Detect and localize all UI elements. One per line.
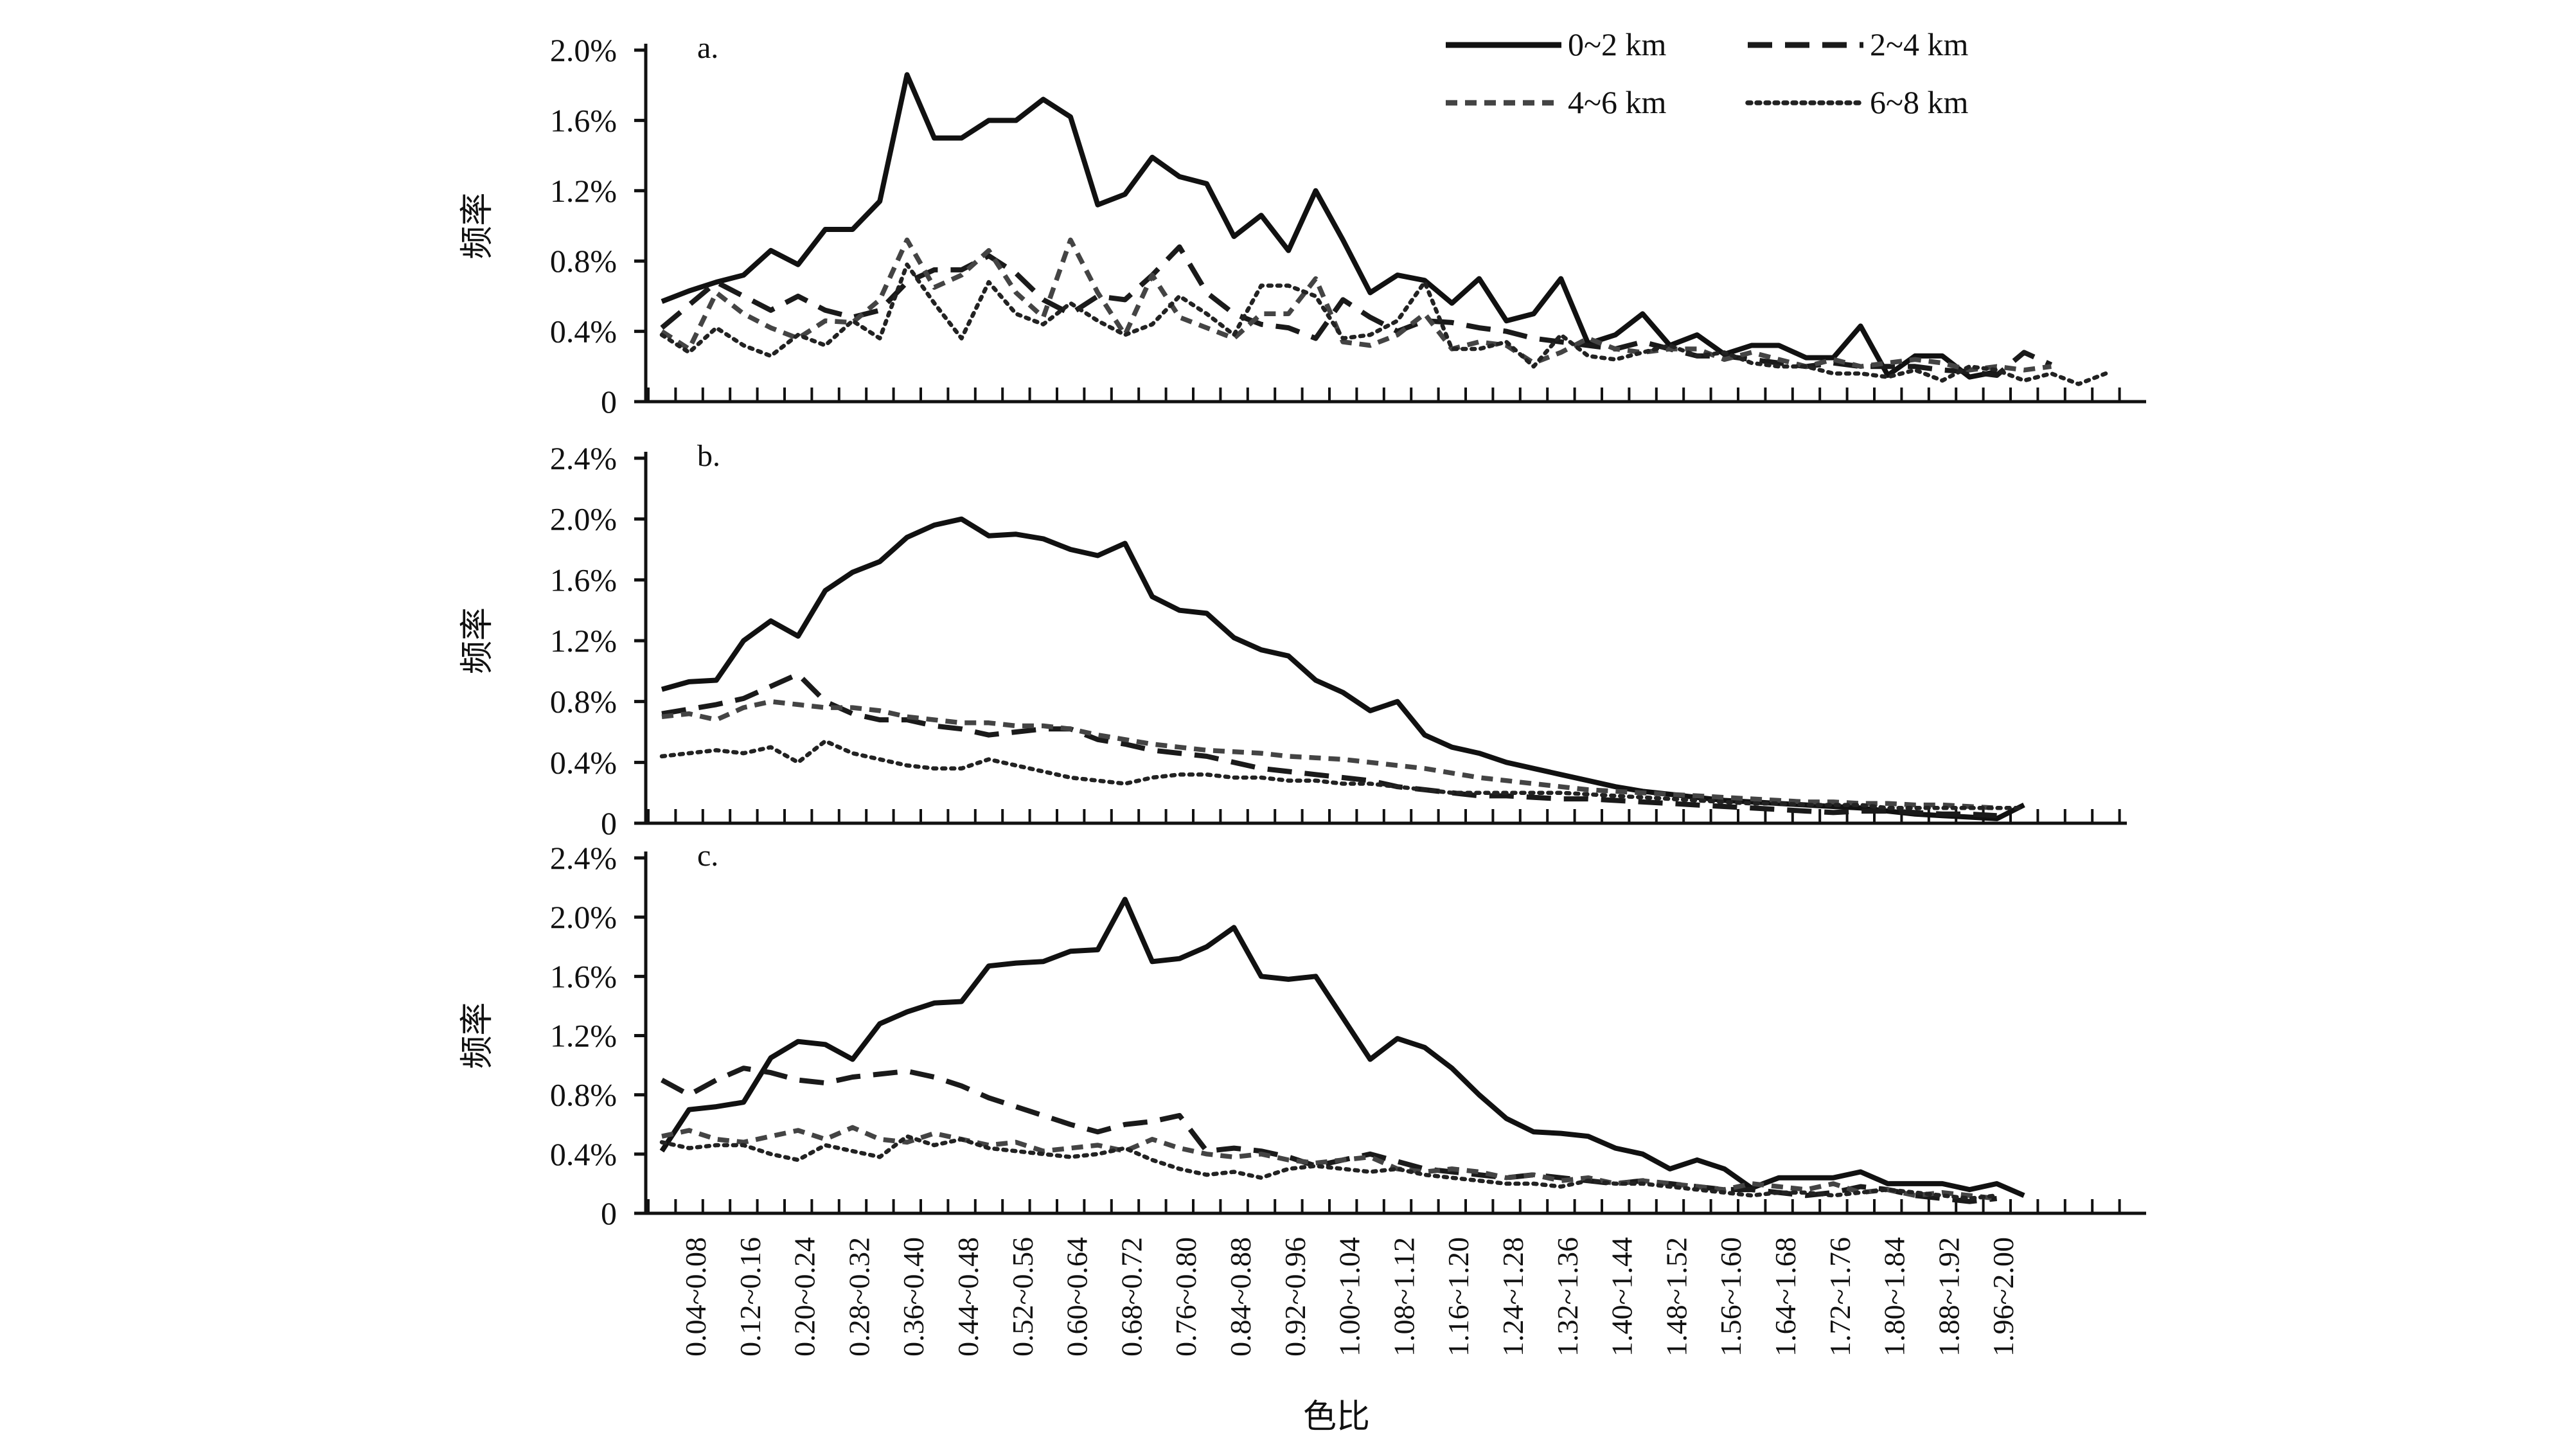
legend: 0~2 km 2~4 km 4~6 km 6~8 km <box>1446 26 1969 120</box>
x-category-label: 1.48~1.52 <box>1660 1237 1692 1357</box>
legend-label: 0~2 km <box>1568 26 1667 62</box>
series-0-2km-line <box>661 516 2025 821</box>
panel-c: 0 0.4% 0.8% 1.2% 1.6% 2.0% 2.4% 频率 c. <box>458 839 2146 1231</box>
x-category-label: 1.24~1.28 <box>1497 1237 1529 1357</box>
legend-label: 6~8 km <box>1870 84 1969 120</box>
y-axis-title: 频率 <box>458 607 497 674</box>
y-tick-label: 1.6% <box>550 102 617 138</box>
y-tick-label: 0.8% <box>550 1077 617 1113</box>
y-tick-label: 0.4% <box>550 744 617 780</box>
y-tick-label: 1.2% <box>550 1018 617 1054</box>
y-tick-label: 0.4% <box>550 1136 617 1172</box>
y-tick-label: 1.2% <box>550 623 617 659</box>
series-6-8km-line <box>659 738 2027 810</box>
x-category-label: 0.12~0.16 <box>734 1237 767 1357</box>
x-category-label: 1.96~2.00 <box>1987 1237 2020 1357</box>
x-category-labels: 0.04~0.08 0.12~0.16 0.20~0.24 0.28~0.32 0.36… <box>679 1237 2020 1357</box>
x-category-label: 1.72~1.76 <box>1824 1237 1856 1357</box>
series-4-6km-line <box>661 1125 1998 1201</box>
legend-item-series-6-8km: 6~8 km <box>1745 84 1969 120</box>
x-category-label: 1.64~1.68 <box>1769 1237 1802 1357</box>
series-0-2km-line <box>661 72 1998 380</box>
x-category-label: 0.28~0.32 <box>842 1237 875 1357</box>
y-tick-label: 0.8% <box>550 684 617 720</box>
x-category-label: 1.40~1.44 <box>1606 1237 1639 1357</box>
series-4-6km-line <box>660 237 2052 373</box>
x-category-label: 1.80~1.84 <box>1878 1237 1911 1357</box>
y-axis-title: 频率 <box>458 1002 497 1069</box>
x-category-label: 0.44~0.48 <box>952 1237 984 1357</box>
x-category-label: 0.04~0.08 <box>679 1237 712 1357</box>
x-category-label: 0.52~0.56 <box>1006 1237 1039 1357</box>
legend-item-series-2-4km: 2~4 km <box>1748 26 1969 62</box>
y-tick-label: 0 <box>601 1195 617 1231</box>
y-tick-label: 1.2% <box>550 173 617 209</box>
x-category-label: 0.92~0.96 <box>1279 1237 1311 1357</box>
y-tick-label: 0.8% <box>550 243 617 279</box>
x-category-label: 0.36~0.40 <box>897 1237 930 1357</box>
series-2-4km-line <box>661 672 1997 819</box>
series-6-8km-line <box>659 262 2108 386</box>
y-tick-label: 0 <box>601 805 617 841</box>
legend-item-series-0-2km: 0~2 km <box>1446 26 1667 62</box>
y-tick-label: 2.0% <box>550 32 617 68</box>
y-tick-label: 0.4% <box>550 314 617 350</box>
y-axis-title: 频率 <box>458 192 497 259</box>
y-tick-label: 2.0% <box>550 501 617 537</box>
x-category-label: 1.32~1.36 <box>1551 1237 1584 1357</box>
x-category-label: 1.00~1.04 <box>1333 1237 1366 1357</box>
panel-b: 0 0.4% 0.8% 1.2% 1.6% 2.0% 2.4% 频率 b. <box>458 439 2127 841</box>
x-category-label: 0.76~0.80 <box>1169 1237 1202 1357</box>
y-tick-label: 1.6% <box>550 562 617 598</box>
series-0-2km-line <box>659 896 2025 1198</box>
x-axis-title: 色比 <box>1303 1398 1370 1436</box>
series-4-6km-line <box>661 699 1997 811</box>
y-tick-label: 1.6% <box>550 958 617 994</box>
x-category-label: 0.20~0.24 <box>788 1237 821 1357</box>
series-6-8km-line <box>659 1134 1999 1201</box>
x-category-label: 1.16~1.20 <box>1442 1237 1475 1357</box>
y-tick-label: 2.4% <box>550 440 617 476</box>
x-category-label: 1.88~1.92 <box>1932 1237 1965 1357</box>
panel-label: c. <box>697 839 718 873</box>
x-category-label: 0.68~0.72 <box>1115 1237 1148 1357</box>
legend-label: 2~4 km <box>1870 26 1969 62</box>
y-tick-label: 2.0% <box>550 899 617 935</box>
panel-label: b. <box>697 439 720 473</box>
panels: 0 0.4% 0.8% 1.2% 1.6% 2.0% 频率 a. 0 0.4% 0.8% 1.2% 1.… <box>458 31 2146 1231</box>
x-category-label: 1.08~1.12 <box>1387 1237 1420 1357</box>
y-tick-label: 2.4% <box>550 840 617 876</box>
y-tick-label: 0 <box>601 384 617 420</box>
x-category-label: 0.60~0.64 <box>1061 1237 1094 1357</box>
legend-label: 4~6 km <box>1568 84 1667 120</box>
x-category-label: 1.56~1.60 <box>1714 1237 1747 1357</box>
legend-item-series-4-6km: 4~6 km <box>1446 84 1667 120</box>
panel-label: a. <box>697 31 718 65</box>
panel-a: 0 0.4% 0.8% 1.2% 1.6% 2.0% 频率 a. <box>458 31 2146 420</box>
x-category-label: 0.84~0.88 <box>1224 1237 1257 1357</box>
